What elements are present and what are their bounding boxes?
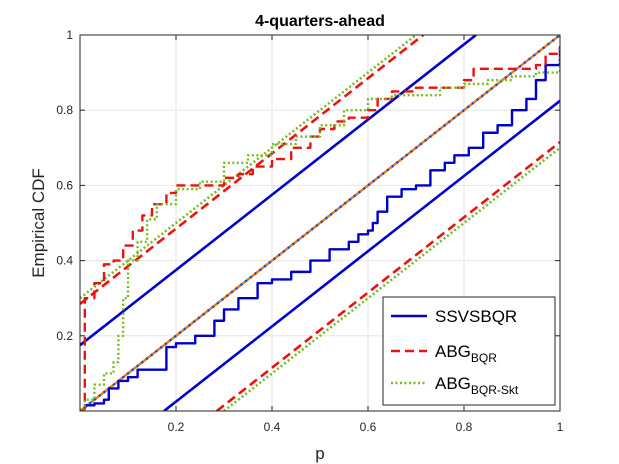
plot-content	[80, 35, 560, 411]
x-tick-label-3: 0.8	[456, 420, 473, 434]
y-tick-label-1: 0.4	[56, 254, 73, 268]
band-upper-0	[80, 35, 477, 347]
legend-label-0: SSVSBQR	[435, 307, 517, 326]
y-tick-label-4: 1	[66, 28, 73, 42]
x-axis-label: p	[315, 444, 324, 463]
axis-ticks: 0.2 0.4 0.6 0.8 1 0.2 0.4 0.6 0.8 1	[56, 28, 563, 434]
band-lower-1	[215, 141, 560, 411]
series-line-1	[80, 46, 560, 411]
series-line-0	[80, 46, 560, 411]
reference-line-base	[80, 35, 560, 411]
legend: SSVSBQR ABGBQR ABGBQR-Skt	[382, 296, 556, 406]
chart-title: 4-quarters-ahead	[255, 13, 385, 30]
series-line-2	[80, 53, 560, 411]
band-upper-2	[80, 35, 417, 300]
band-lower-0	[163, 99, 560, 411]
x-tick-label-4: 1	[557, 420, 564, 434]
band-lower-2	[223, 146, 560, 411]
y-tick-label-0: 0.2	[56, 329, 73, 343]
plot-frame	[79, 34, 561, 412]
y-axis-label: Empirical CDF	[29, 168, 48, 278]
x-tick-label-0: 0.2	[168, 420, 185, 434]
legend-label-1: ABGBQR	[435, 342, 497, 365]
x-tick-label-2: 0.6	[360, 420, 377, 434]
y-tick-label-3: 0.8	[56, 103, 73, 117]
y-tick-label-2: 0.6	[56, 178, 73, 192]
legend-label-2: ABGBQR-Skt	[435, 374, 519, 397]
x-tick-label-1: 0.4	[264, 420, 281, 434]
